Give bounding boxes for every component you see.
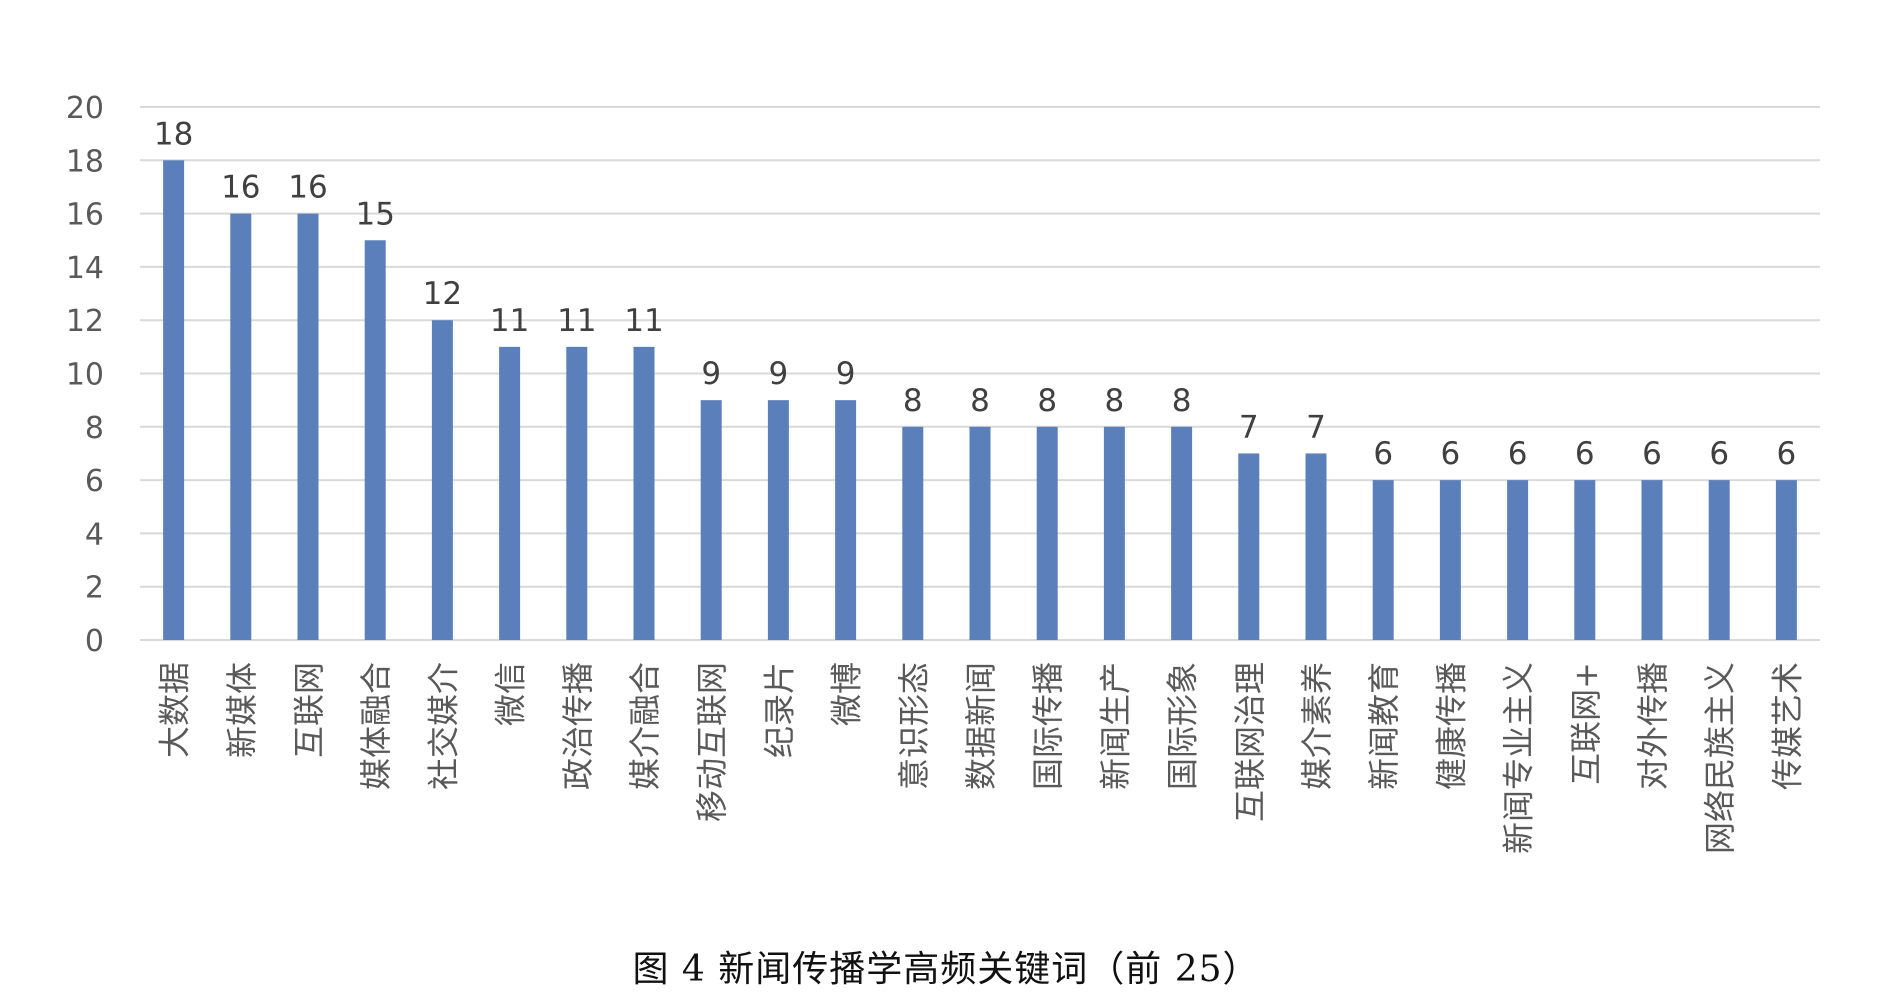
data-label: 8	[903, 383, 923, 419]
x-category-label: 新闻专业主义	[1500, 662, 1538, 854]
y-tick-label: 6	[85, 464, 104, 499]
data-label: 6	[1508, 436, 1528, 472]
data-label: 6	[1642, 436, 1662, 472]
y-tick-label: 0	[85, 624, 104, 659]
x-category-label: 移动互联网	[693, 662, 731, 822]
bar	[163, 160, 185, 641]
x-category-label: 对外传播	[1634, 662, 1672, 790]
x-category-label: 纪录片	[760, 662, 798, 758]
x-category-label: 微信	[492, 662, 530, 726]
data-labels: 18 16 16 15 12 11 11 11 9 9 9 8 8 8 8 8 7 7 6 6 6 6 6 6 6	[154, 116, 1796, 472]
y-tick-label: 12	[66, 304, 104, 339]
bar	[431, 320, 453, 640]
data-label: 6	[1709, 436, 1729, 472]
y-tick-label: 16	[66, 198, 104, 233]
bar	[297, 213, 319, 640]
x-category-label: 大数据	[156, 662, 194, 758]
data-label: 6	[1373, 436, 1393, 472]
bar	[902, 426, 924, 640]
y-tick-label: 2	[85, 571, 104, 606]
x-category-label: 新闻教育	[1365, 662, 1403, 790]
y-tick-label: 10	[66, 358, 104, 393]
data-label: 8	[1172, 383, 1192, 419]
bar	[633, 346, 655, 640]
bar	[1171, 426, 1193, 640]
data-label: 9	[836, 356, 856, 392]
x-category-label: 互联网	[290, 662, 328, 758]
bar	[1305, 453, 1327, 640]
data-label: 11	[624, 303, 663, 339]
x-category-label: 意识形态	[895, 662, 933, 790]
x-category-label: 政治传播	[559, 662, 597, 790]
x-category-label: 新媒体	[223, 662, 261, 758]
data-label: 6	[1441, 436, 1461, 472]
y-tick-label: 20	[66, 91, 104, 126]
x-category-label: 互联网+	[1567, 662, 1605, 785]
x-category-label: 互联网治理	[1231, 662, 1269, 822]
bar	[767, 400, 789, 640]
y-tick-label: 18	[66, 144, 104, 179]
data-label: 9	[701, 356, 721, 392]
x-category-label: 网络民族主义	[1701, 662, 1739, 854]
bar	[1641, 480, 1663, 640]
x-category-label: 国际形象	[1164, 662, 1202, 790]
data-label: 7	[1306, 409, 1326, 445]
bar	[1708, 480, 1730, 640]
x-category-label: 国际传播	[1029, 662, 1067, 790]
bar	[230, 213, 252, 640]
bar	[1372, 480, 1394, 640]
bar	[1238, 453, 1260, 640]
data-label: 8	[1037, 383, 1057, 419]
bar	[1574, 480, 1596, 640]
y-tick-label: 8	[85, 411, 104, 446]
x-category-label: 新闻生产	[1096, 662, 1134, 790]
y-tick-label: 14	[66, 251, 104, 286]
bar	[969, 426, 991, 640]
bar	[364, 240, 386, 640]
x-category-label: 数据新闻	[962, 662, 1000, 790]
data-label: 8	[1105, 383, 1125, 419]
bar	[1439, 480, 1461, 640]
bar	[566, 346, 588, 640]
x-category-label: 微博	[828, 662, 866, 726]
x-category-label: 媒介素养	[1298, 662, 1336, 790]
bar	[499, 346, 521, 640]
data-label: 11	[557, 303, 596, 339]
bar	[1775, 480, 1797, 640]
x-category-label: 传媒艺术	[1768, 662, 1806, 790]
x-category-label: 社交媒介	[424, 662, 462, 790]
data-label: 16	[288, 170, 327, 206]
bars	[163, 160, 1797, 641]
x-axis-category-labels: 大数据 新媒体 互联网 媒体融合 社交媒介 微信 政治传播 媒介融合 移动互联网 纪录片 微博 意识形…	[156, 662, 1807, 854]
data-label: 12	[423, 276, 462, 312]
data-label: 6	[1777, 436, 1797, 472]
y-tick-label: 4	[85, 517, 104, 552]
bar	[1507, 480, 1529, 640]
data-label: 16	[221, 170, 260, 206]
bar	[1036, 426, 1058, 640]
bar	[835, 400, 857, 640]
x-category-label: 媒介融合	[626, 662, 664, 790]
x-category-label: 健康传播	[1432, 662, 1470, 790]
data-label: 9	[769, 356, 789, 392]
bar	[1103, 426, 1125, 640]
figure-caption: 图 4 新闻传播学高频关键词（前 25）	[632, 949, 1260, 990]
data-label: 7	[1239, 409, 1259, 445]
bar	[700, 400, 722, 640]
data-label: 8	[970, 383, 990, 419]
x-category-label: 媒体融合	[357, 662, 395, 790]
data-label: 11	[490, 303, 529, 339]
data-label: 18	[154, 116, 193, 152]
data-label: 15	[355, 196, 394, 232]
data-label: 6	[1575, 436, 1595, 472]
y-axis-tick-labels: 0 2 4 6 8 10 12 14 16 18 20	[66, 91, 104, 659]
